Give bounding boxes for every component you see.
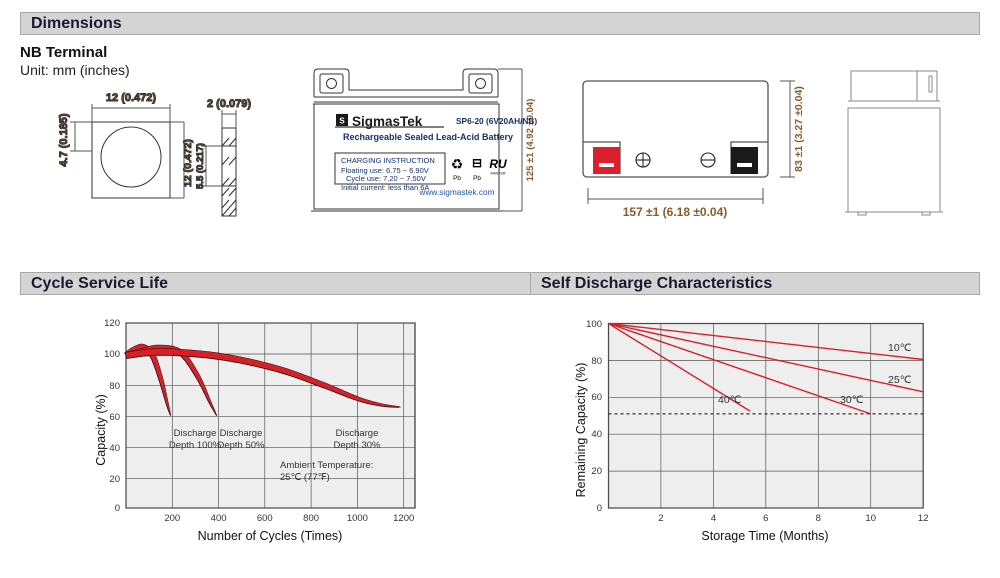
svg-text:12: 12 [918,513,929,524]
svg-text:20: 20 [591,466,602,477]
svg-text:Storage Time (Months): Storage Time (Months) [701,529,828,543]
svg-text:8: 8 [816,513,821,524]
svg-text:100: 100 [586,319,602,330]
svg-text:25℃: 25℃ [888,374,912,386]
svg-text:2: 2 [658,513,663,524]
svg-text:0: 0 [597,503,602,514]
svg-text:60: 60 [591,392,602,403]
svg-text:40: 40 [591,429,602,440]
svg-text:Remaining Capacity (%): Remaining Capacity (%) [574,363,588,498]
svg-text:10℃: 10℃ [888,342,912,354]
svg-text:4: 4 [711,513,716,524]
svg-text:80: 80 [591,356,602,367]
svg-text:10: 10 [865,513,876,524]
svg-text:40℃: 40℃ [718,394,742,406]
svg-text:6: 6 [763,513,768,524]
svg-text:30℃: 30℃ [840,394,864,406]
